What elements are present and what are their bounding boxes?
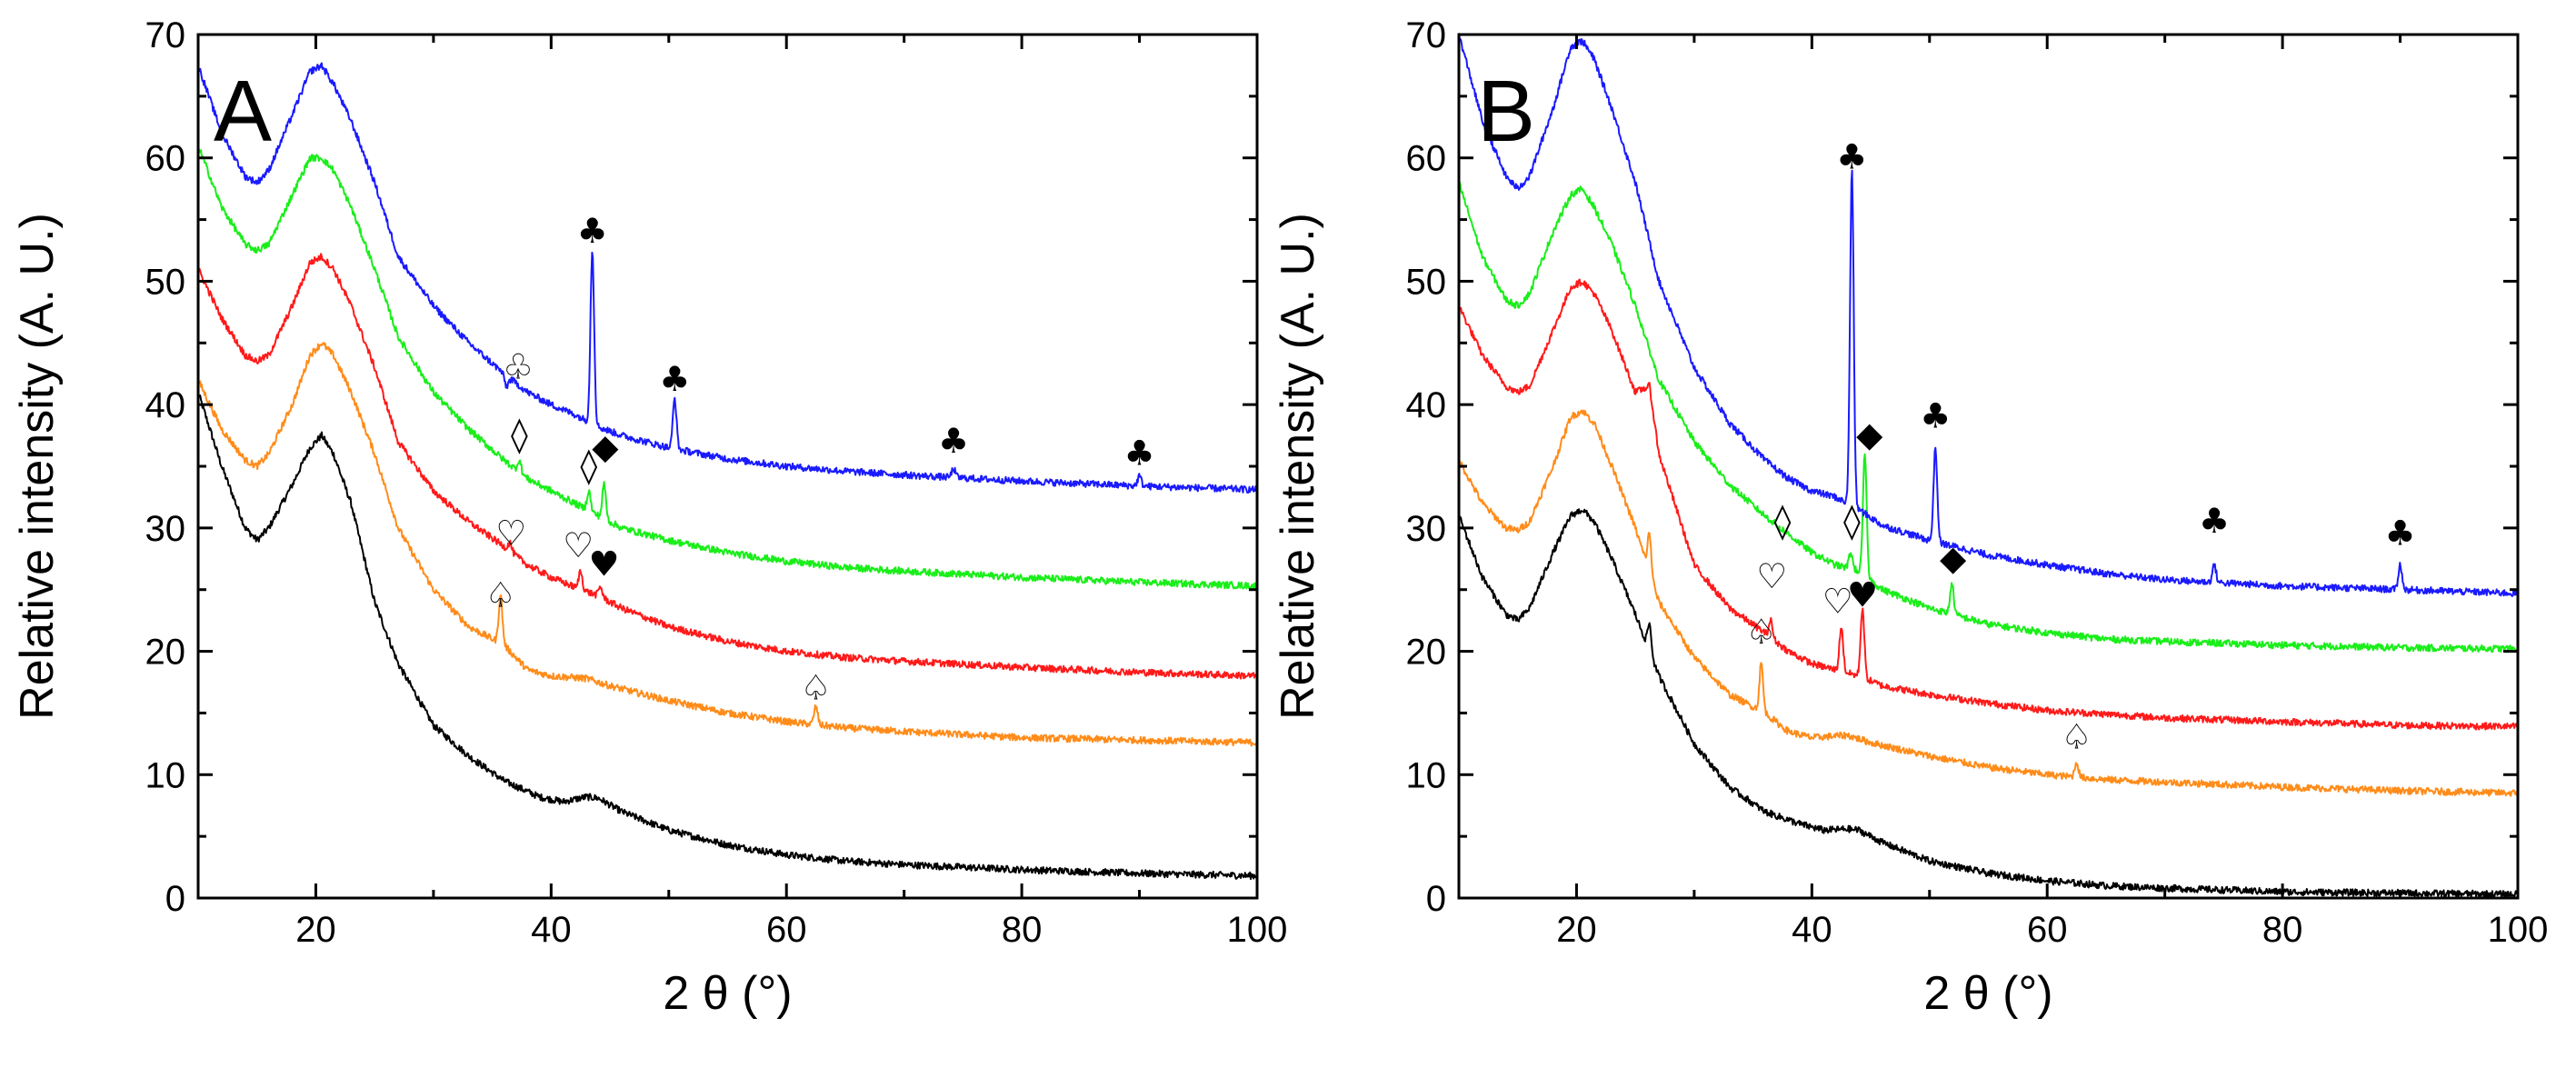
peak-marker: ♤ — [2062, 717, 2092, 757]
x-tick-label: 20 — [1556, 910, 1597, 950]
x-tick-label: 40 — [1792, 910, 1832, 950]
peak-marker: ◆ — [1856, 414, 1883, 454]
y-tick-label: 70 — [1406, 15, 1447, 55]
peak-marker: ♤ — [801, 667, 832, 707]
y-tick-label: 50 — [1406, 262, 1447, 302]
x-tick-label: 60 — [2027, 910, 2068, 950]
series-black — [1458, 508, 2519, 899]
peak-marker: ♣ — [938, 421, 969, 461]
x-tick-label: 80 — [2262, 910, 2303, 950]
y-axis-label: Relative intensity (A. U.) — [11, 213, 64, 720]
panel-b: 20 40 60 80 100 0 10 20 30 40 50 60 70 2 θ (°) Relativ… — [1272, 15, 2548, 1020]
x-axis-label: 2 θ (°) — [663, 967, 792, 1020]
y-tick-label: 20 — [1406, 633, 1447, 673]
peak-marker: ♣ — [1124, 433, 1155, 473]
series-black — [197, 391, 1258, 881]
y-tick-label: 10 — [145, 755, 186, 795]
y-tick-label: 20 — [145, 633, 186, 673]
series-orange — [197, 342, 1258, 747]
x-tick-label: 60 — [766, 910, 807, 950]
series-blue — [1458, 33, 2519, 597]
peak-marker: ♥ — [589, 544, 620, 584]
peak-marker: ♥ — [1847, 575, 1878, 615]
peak-marker: ◆ — [1940, 538, 1967, 578]
x-tick-label: 100 — [2488, 910, 2549, 950]
peak-marker: ♣ — [2199, 501, 2230, 541]
y-tick-label: 0 — [1426, 879, 1446, 919]
x-axis-label: 2 θ (°) — [1923, 967, 2052, 1020]
y-tick-label: 0 — [165, 879, 185, 919]
peak-marker: ♡ — [1822, 581, 1853, 621]
peak-marker: ◆ — [592, 427, 619, 467]
plot-frame — [1457, 33, 2520, 900]
panel-label: A — [214, 63, 272, 160]
peak-marker: ♡ — [563, 525, 594, 565]
plot-frame — [196, 33, 1259, 900]
x-tick-label: 100 — [1227, 910, 1288, 950]
series-blue — [197, 62, 1258, 494]
peak-marker: ♤ — [485, 575, 516, 615]
y-tick-label: 60 — [145, 139, 186, 179]
series-red — [197, 253, 1258, 680]
peak-marker: ◊ — [511, 414, 528, 454]
y-axis-label: Relative intensity (A. U.) — [1272, 213, 1324, 720]
peak-marker: ♣ — [1836, 137, 1867, 177]
peak-marker: ♣ — [2385, 514, 2416, 554]
series-green — [1458, 181, 2519, 654]
panel-a: 20 40 60 80 100 0 10 20 30 40 50 60 70 2 θ (°) Relativ… — [11, 15, 1287, 1020]
x-tick-label: 40 — [531, 910, 572, 950]
x-tick-label: 80 — [1002, 910, 1043, 950]
peak-marker: ◊ — [580, 445, 597, 485]
peak-marker: ♡ — [495, 514, 526, 554]
y-tick-label: 30 — [145, 509, 186, 549]
panel-label: B — [1477, 63, 1535, 160]
x-tick-label: 20 — [295, 910, 336, 950]
peak-marker: ♣ — [1920, 396, 1951, 436]
y-tick-label: 40 — [1406, 385, 1447, 425]
series-orange — [1458, 409, 2519, 797]
peak-marker: ♣ — [577, 211, 608, 251]
peak-marker: ♧ — [503, 346, 534, 386]
peak-marker: ♣ — [659, 359, 690, 399]
peak-marker: ◊ — [1843, 501, 1861, 541]
y-tick-label: 50 — [145, 262, 186, 302]
peak-marker: ♤ — [1746, 612, 1777, 652]
peak-marker: ◊ — [1774, 501, 1792, 541]
series-green — [197, 145, 1258, 591]
series-red — [1458, 278, 2519, 731]
y-tick-label: 40 — [145, 385, 186, 425]
peak-marker: ♡ — [1756, 556, 1787, 596]
y-tick-label: 60 — [1406, 139, 1447, 179]
y-tick-label: 30 — [1406, 509, 1447, 549]
y-tick-label: 70 — [145, 15, 186, 55]
y-tick-label: 10 — [1406, 755, 1447, 795]
